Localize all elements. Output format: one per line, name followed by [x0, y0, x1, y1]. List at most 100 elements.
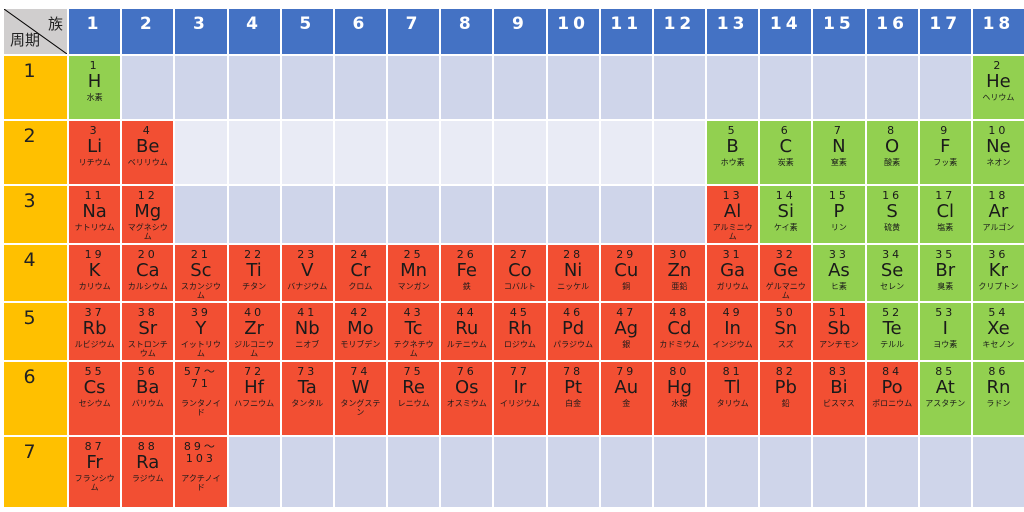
element-cell[interactable]: 41 Nb ニオブ	[281, 303, 333, 360]
element-symbol: Ra	[136, 452, 160, 474]
element-cell[interactable]: 75 Re レニウム	[388, 362, 440, 435]
element-cell[interactable]: 78 Pt 白金	[547, 362, 599, 435]
element-name: クロム	[348, 281, 373, 291]
element-name: テルル	[880, 339, 905, 349]
element-cell[interactable]: 83 Bi ビスマス	[813, 362, 865, 435]
element-symbol: Zn	[667, 260, 692, 282]
element-cell[interactable]: 52 Te テルル	[866, 303, 918, 360]
element-cell[interactable]: 31 Ga ガリウム	[707, 245, 759, 301]
element-cell[interactable]: 44 Ru ルテニウム	[441, 303, 493, 360]
element-cell[interactable]: 50 Sn スズ	[760, 303, 812, 360]
element-cell[interactable]: 49 In インジウム	[707, 303, 759, 360]
element-cell[interactable]: 43 Tc テクネチウム	[388, 303, 440, 360]
element-name: スカンジウム	[180, 281, 221, 300]
element-cell[interactable]: 36 Kr クリプトン	[972, 245, 1024, 301]
element-cell[interactable]: 72 Hf ハフニウム	[228, 362, 280, 435]
element-cell[interactable]: 29 Cu 銅	[600, 245, 652, 301]
element-cell[interactable]: 51 Sb アンチモン	[813, 303, 865, 360]
element-cell[interactable]: 88 Ra ラジウム	[122, 437, 174, 507]
element-cell[interactable]: 89～103 アクチノイド	[175, 437, 227, 507]
element-cell[interactable]: 12 Mg マグネシウム	[122, 186, 174, 243]
element-cell[interactable]: 4 Be ベリリウム	[122, 121, 174, 184]
element-cell[interactable]: 23 V バナジウム	[281, 245, 333, 301]
element-cell[interactable]: 19 K カリウム	[69, 245, 121, 301]
element-cell[interactable]: 54 Xe キセノン	[972, 303, 1024, 360]
element-cell[interactable]: 40 Zr ジルコニウム	[228, 303, 280, 360]
element-cell[interactable]: 84 Po ポロニウム	[866, 362, 918, 435]
atomic-number: 33	[828, 248, 849, 261]
element-cell[interactable]: 87 Fr フランシウム	[69, 437, 121, 507]
element-cell[interactable]: 38 Sr ストロンチウム	[122, 303, 174, 360]
element-cell[interactable]: 28 Ni ニッケル	[547, 245, 599, 301]
element-cell[interactable]: 82 Pb 鉛	[760, 362, 812, 435]
element-cell[interactable]: 80 Hg 水銀	[653, 362, 705, 435]
element-cell[interactable]: 27 Co コバルト	[494, 245, 546, 301]
element-cell[interactable]: 24 Cr クロム	[334, 245, 386, 301]
element-cell[interactable]: 32 Ge ゲルマニウム	[760, 245, 812, 301]
element-name: ビスマス	[823, 398, 855, 408]
element-cell[interactable]: 37 Rb ルビジウム	[69, 303, 121, 360]
element-cell[interactable]: 22 Ti チタン	[228, 245, 280, 301]
element-cell[interactable]: 76 Os オスミウム	[441, 362, 493, 435]
element-cell[interactable]: 33 As ヒ素	[813, 245, 865, 301]
element-cell[interactable]: 5 B ホウ素	[707, 121, 759, 184]
atomic-number: 1	[89, 59, 100, 72]
group-header: 16	[866, 9, 918, 54]
element-cell[interactable]: 20 Ca カルシウム	[122, 245, 174, 301]
element-cell[interactable]: 18 Ar アルゴン	[972, 186, 1024, 243]
element-cell[interactable]: 73 Ta タンタル	[281, 362, 333, 435]
element-cell[interactable]: 81 Tl タリウム	[707, 362, 759, 435]
element-cell[interactable]: 46 Pd パラジウム	[547, 303, 599, 360]
element-cell[interactable]: 53 I ヨウ素	[919, 303, 971, 360]
element-symbol: Os	[454, 377, 479, 399]
element-name: マンガン	[397, 281, 430, 291]
element-cell[interactable]: 77 Ir イリジウム	[494, 362, 546, 435]
element-name: 硫黄	[884, 222, 901, 232]
element-cell[interactable]: 39 Y イットリウム	[175, 303, 227, 360]
element-cell[interactable]: 47 Ag 銀	[600, 303, 652, 360]
element-cell[interactable]: 30 Zn 亜鉛	[653, 245, 705, 301]
element-cell[interactable]: 16 S 硫黄	[866, 186, 918, 243]
element-cell[interactable]: 86 Rn ラドン	[972, 362, 1024, 435]
element-cell[interactable]: 25 Mn マンガン	[388, 245, 440, 301]
element-cell[interactable]: 9 F フッ素	[919, 121, 971, 184]
element-cell[interactable]: 55 Cs セシウム	[69, 362, 121, 435]
element-cell[interactable]: 2 He ヘリウム	[972, 56, 1024, 119]
empty-cell	[547, 121, 599, 184]
element-cell[interactable]: 10 Ne ネオン	[972, 121, 1024, 184]
empty-cell	[228, 121, 280, 184]
element-cell[interactable]: 21 Sc スカンジウム	[175, 245, 227, 301]
element-cell[interactable]: 85 At アスタチン	[919, 362, 971, 435]
element-name: 塩素	[937, 222, 954, 232]
element-cell[interactable]: 11 Na ナトリウム	[69, 186, 121, 243]
atomic-number: 55	[84, 365, 105, 378]
atomic-number: 34	[882, 248, 903, 261]
element-cell[interactable]: 35 Br 臭素	[919, 245, 971, 301]
element-cell[interactable]: 79 Au 金	[600, 362, 652, 435]
element-cell[interactable]: 57～71 ランタノイド	[175, 362, 227, 435]
element-cell[interactable]: 34 Se セレン	[866, 245, 918, 301]
element-symbol: Mo	[347, 318, 374, 340]
element-cell[interactable]: 14 Si ケイ素	[760, 186, 812, 243]
element-cell[interactable]: 56 Ba バリウム	[122, 362, 174, 435]
element-cell[interactable]: 6 C 炭素	[760, 121, 812, 184]
element-cell[interactable]: 8 O 酸素	[866, 121, 918, 184]
atomic-number: 32	[775, 248, 796, 261]
element-cell[interactable]: 17 Cl 塩素	[919, 186, 971, 243]
group-header: 7	[388, 9, 440, 54]
element-name: ロジウム	[503, 339, 536, 349]
element-cell[interactable]: 1 H 水素	[69, 56, 121, 119]
element-symbol: N	[832, 136, 846, 158]
group-header: 15	[813, 9, 865, 54]
element-cell[interactable]: 3 Li リチウム	[69, 121, 121, 184]
period-axis-label: 周期	[10, 31, 41, 49]
element-name: 鉄	[462, 281, 471, 291]
element-cell[interactable]: 15 P リン	[813, 186, 865, 243]
element-cell[interactable]: 26 Fe 鉄	[441, 245, 493, 301]
element-cell[interactable]: 42 Mo モリブデン	[334, 303, 386, 360]
element-cell[interactable]: 13 Al アルミニウム	[707, 186, 759, 243]
element-cell[interactable]: 74 W タングステン	[334, 362, 386, 435]
element-cell[interactable]: 7 N 窒素	[813, 121, 865, 184]
element-cell[interactable]: 45 Rh ロジウム	[494, 303, 546, 360]
element-cell[interactable]: 48 Cd カドミウム	[653, 303, 705, 360]
